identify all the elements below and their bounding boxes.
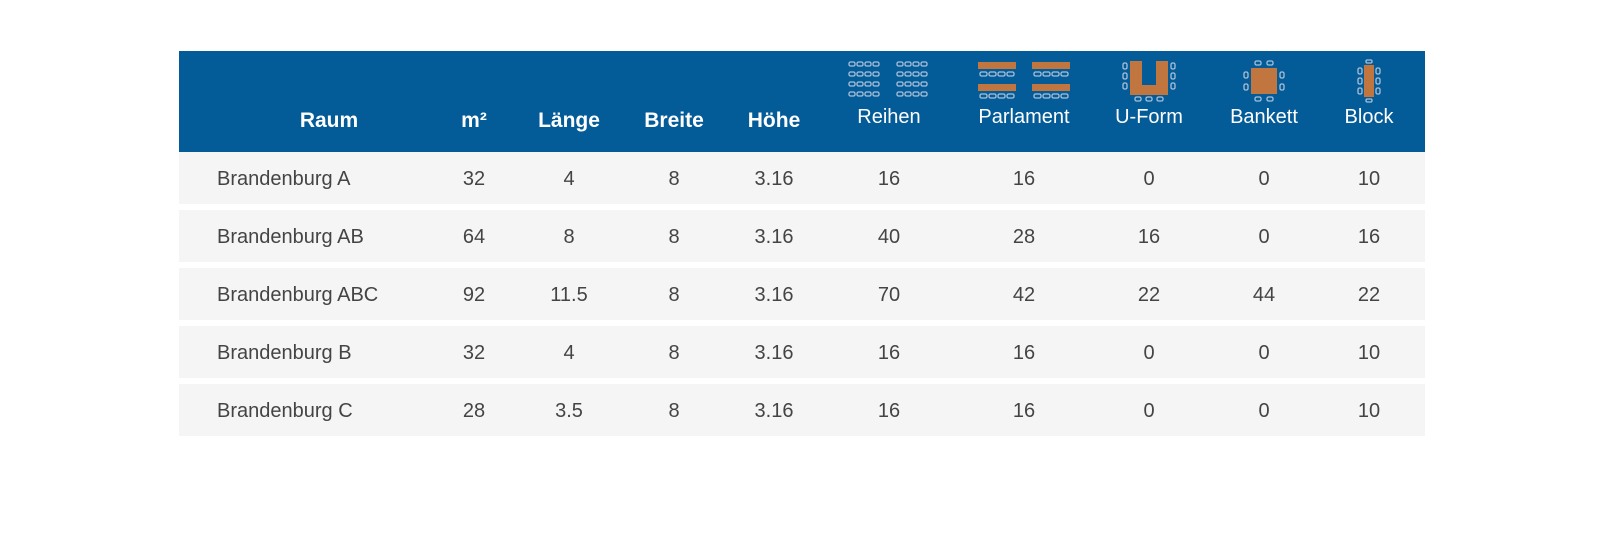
cell-parlament: 16 xyxy=(1012,342,1036,364)
cell-uform: 16 xyxy=(1137,226,1161,248)
header-breite: Breite xyxy=(624,51,724,152)
header-parlament-label: Parlament xyxy=(978,106,1070,128)
cell-hoehe: 3.16 xyxy=(754,342,794,364)
cell-raum: Brandenburg C xyxy=(217,400,353,422)
cell-parlament: 28 xyxy=(1012,226,1036,248)
table-row: Brandenburg ABC 92 11.5 8 3.16 70 42 22 … xyxy=(179,268,1425,320)
header-bankett-label: Bankett xyxy=(1230,106,1298,128)
cell-block: 10 xyxy=(1357,400,1381,422)
header-block-label: Block xyxy=(1344,106,1394,128)
cell-m2: 32 xyxy=(462,168,486,190)
cell-bankett: 44 xyxy=(1252,284,1276,306)
cell-hoehe: 3.16 xyxy=(754,168,794,190)
cell-parlament: 16 xyxy=(1012,400,1036,422)
cell-breite: 8 xyxy=(668,168,680,190)
header-raum-label: Raum xyxy=(299,109,359,132)
cell-m2: 32 xyxy=(462,342,486,364)
cell-block: 10 xyxy=(1357,168,1381,190)
table-row: Brandenburg C 28 3.5 8 3.16 16 16 0 0 10 xyxy=(179,384,1425,436)
cell-parlament: 16 xyxy=(1012,168,1036,190)
cell-reihen: 16 xyxy=(877,400,901,422)
header-laenge-label: Länge xyxy=(538,109,600,132)
cell-reihen: 16 xyxy=(877,342,901,364)
cell-reihen: 70 xyxy=(877,284,901,306)
cell-parlament: 42 xyxy=(1012,284,1036,306)
header-breite-label: Breite xyxy=(644,109,704,132)
cell-bankett: 0 xyxy=(1258,342,1270,364)
cell-hoehe: 3.16 xyxy=(754,400,794,422)
header-reihen: Reihen xyxy=(824,51,954,152)
block-seating-icon xyxy=(1324,59,1414,103)
room-capacity-table: Raum m² Länge Breite Höhe xyxy=(179,51,1425,436)
cell-m2: 64 xyxy=(462,226,486,248)
cell-breite: 8 xyxy=(668,400,680,422)
cell-raum: Brandenburg AB xyxy=(217,226,364,248)
header-raum: Raum xyxy=(254,51,404,152)
cell-block: 10 xyxy=(1357,342,1381,364)
table-row: Brandenburg B 32 4 8 3.16 16 16 0 0 10 xyxy=(179,326,1425,378)
cell-uform: 22 xyxy=(1137,284,1161,306)
table-body: Brandenburg A 32 4 8 3.16 16 16 0 0 10 B… xyxy=(179,152,1425,436)
cell-uform: 0 xyxy=(1143,400,1155,422)
cell-uform: 0 xyxy=(1143,342,1155,364)
header-reihen-label: Reihen xyxy=(857,106,921,128)
cell-laenge: 4 xyxy=(563,342,575,364)
header-m2-label: m² xyxy=(461,109,487,132)
cell-breite: 8 xyxy=(668,342,680,364)
cell-raum: Brandenburg A xyxy=(217,168,351,190)
cell-bankett: 0 xyxy=(1258,400,1270,422)
rows-seating-icon xyxy=(824,59,954,103)
cell-raum: Brandenburg B xyxy=(217,342,352,364)
cell-laenge: 3.5 xyxy=(555,400,583,422)
table-header: Raum m² Länge Breite Höhe xyxy=(179,51,1425,152)
u-shape-seating-icon xyxy=(1094,59,1204,103)
header-m2: m² xyxy=(434,51,514,152)
cell-m2: 92 xyxy=(462,284,486,306)
cell-hoehe: 3.16 xyxy=(754,226,794,248)
cell-block: 16 xyxy=(1357,226,1381,248)
header-hoehe-label: Höhe xyxy=(747,109,801,132)
header-bankett: Bankett xyxy=(1204,51,1324,152)
cell-reihen: 40 xyxy=(877,226,901,248)
parliament-seating-icon xyxy=(954,59,1094,103)
cell-uform: 0 xyxy=(1143,168,1155,190)
cell-laenge: 8 xyxy=(563,226,575,248)
header-block: Block xyxy=(1324,51,1414,152)
table-row: Brandenburg A 32 4 8 3.16 16 16 0 0 10 xyxy=(179,152,1425,204)
cell-breite: 8 xyxy=(668,226,680,248)
table-row: Brandenburg AB 64 8 8 3.16 40 28 16 0 16 xyxy=(179,210,1425,262)
cell-laenge: 4 xyxy=(563,168,575,190)
header-laenge: Länge xyxy=(519,51,619,152)
cell-m2: 28 xyxy=(462,400,486,422)
header-hoehe: Höhe xyxy=(724,51,824,152)
cell-raum: Brandenburg ABC xyxy=(217,284,379,306)
cell-laenge: 11.5 xyxy=(550,284,588,306)
cell-breite: 8 xyxy=(668,284,680,306)
cell-reihen: 16 xyxy=(877,168,901,190)
header-parlament: Parlament xyxy=(954,51,1094,152)
header-uform: U-Form xyxy=(1094,51,1204,152)
cell-bankett: 0 xyxy=(1258,168,1270,190)
banquet-seating-icon xyxy=(1204,59,1324,103)
cell-block: 22 xyxy=(1357,284,1381,306)
cell-hoehe: 3.16 xyxy=(754,284,794,306)
header-uform-label: U-Form xyxy=(1115,106,1183,128)
cell-bankett: 0 xyxy=(1258,226,1270,248)
